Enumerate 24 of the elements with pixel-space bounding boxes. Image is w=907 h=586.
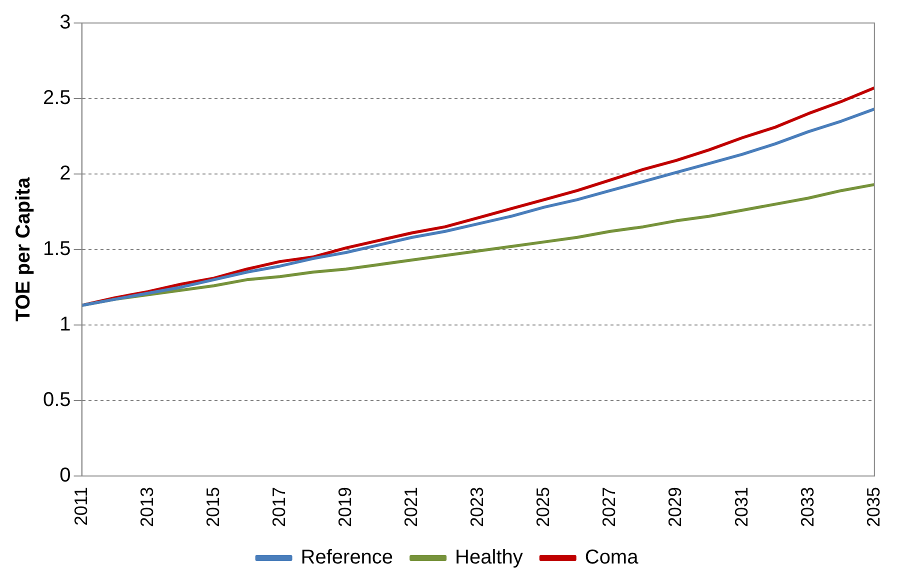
y-tick-label: 0 <box>60 464 71 486</box>
x-tick-label: 2021 <box>401 486 422 528</box>
x-tick-label: 2023 <box>467 486 488 528</box>
x-tick-label: 2015 <box>202 486 223 528</box>
y-tick-label: 2.5 <box>42 87 71 110</box>
x-tick-label: 2019 <box>334 486 355 528</box>
x-tick-label: 2033 <box>797 486 818 528</box>
y-tick-label: 1 <box>60 313 71 336</box>
y-axis-title: TOE per Capita <box>12 176 35 322</box>
x-tick-label: 2013 <box>136 486 157 528</box>
x-tick-label: 2035 <box>863 486 884 528</box>
legend-label: Reference <box>300 546 394 569</box>
x-tick-label: 2025 <box>533 486 554 528</box>
y-tick-label: 1.5 <box>42 238 71 260</box>
x-tick-label: 2017 <box>268 486 289 528</box>
y-tick-label: 2 <box>60 162 71 184</box>
y-tick-label: 0.5 <box>42 388 71 411</box>
y-tick-label: 3 <box>60 12 71 34</box>
x-tick-label: 2029 <box>665 486 686 528</box>
legend-label: Healthy <box>455 546 523 569</box>
x-tick-label: 2031 <box>731 486 752 528</box>
legend-label: Coma <box>584 546 640 569</box>
x-tick-label: 2011 <box>70 486 91 526</box>
x-tick-label: 2027 <box>599 486 620 528</box>
